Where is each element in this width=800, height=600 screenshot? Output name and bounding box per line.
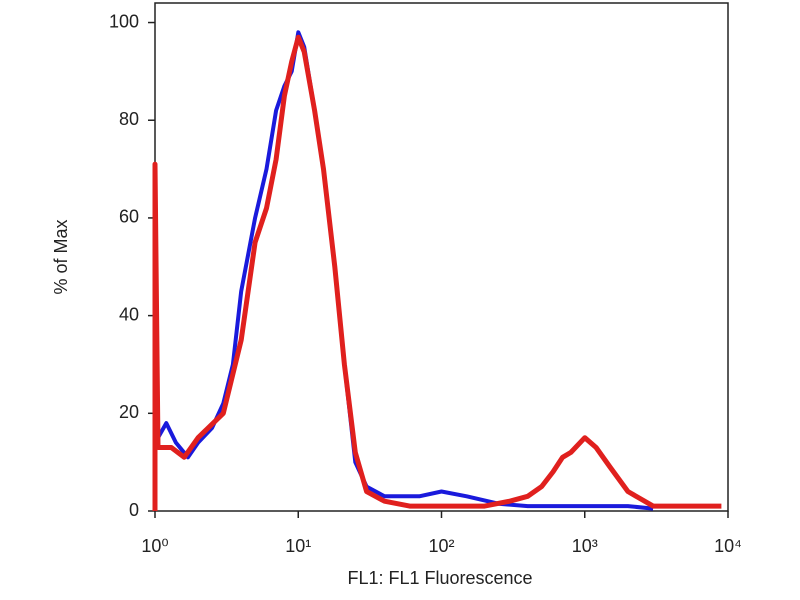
x-tick-label: 10⁰ <box>141 536 168 556</box>
x-tick-label: 10² <box>428 536 454 556</box>
y-tick-label: 20 <box>119 402 139 422</box>
y-tick-label: 100 <box>109 11 139 31</box>
plot-frame <box>154 2 729 512</box>
y-tick-label: 80 <box>119 109 139 129</box>
y-tick-label: 40 <box>119 304 139 324</box>
series-line <box>152 34 722 511</box>
y-axis-label: % of Max <box>51 219 71 294</box>
x-tick-label: 10³ <box>572 536 598 556</box>
x-tick-label: 10¹ <box>285 536 311 556</box>
x-tick-label: 10⁴ <box>714 536 742 556</box>
series-line <box>156 30 654 511</box>
y-tick-label: 0 <box>129 500 139 520</box>
x-axis-label: FL1: FL1 Fluorescence <box>347 568 532 588</box>
y-tick-label: 60 <box>119 207 139 227</box>
